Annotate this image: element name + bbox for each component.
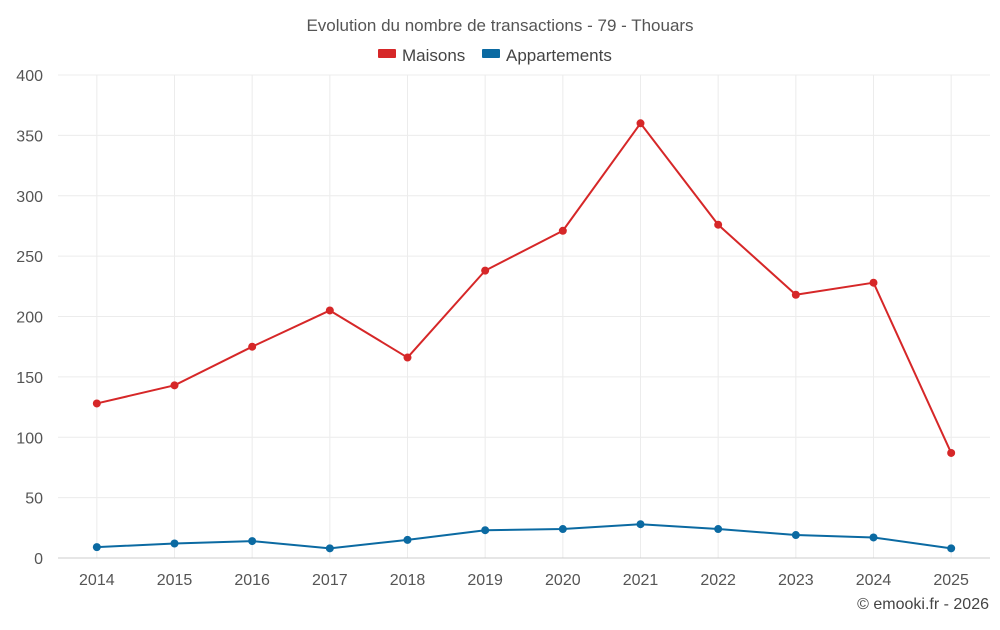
x-tick-label: 2019 [467, 572, 503, 589]
data-point-maisons[interactable] [481, 266, 490, 275]
legend-label-appartements: Appartements [506, 46, 612, 65]
series-line-appartements [96, 523, 952, 550]
y-tick-label: 300 [16, 189, 43, 206]
data-point-appartements[interactable] [791, 531, 800, 540]
data-point-appartements[interactable] [558, 525, 567, 534]
series-line-maisons [96, 122, 953, 454]
data-point-appartements[interactable] [636, 520, 645, 529]
chart-title: Evolution du nombre de transactions - 79… [306, 16, 693, 35]
series-appartements [92, 520, 956, 553]
data-point-maisons[interactable] [714, 220, 723, 229]
data-point-maisons[interactable] [403, 353, 412, 362]
data-point-maisons[interactable] [92, 399, 101, 408]
y-tick-label: 150 [16, 370, 43, 387]
axes: 0 50 100 150 200 250 300 350 400 2014 2015 2016 2017… [16, 68, 990, 589]
credit-text: © emooki.fr - 2026 [857, 596, 989, 613]
data-point-appartements[interactable] [869, 533, 878, 542]
x-tick-label: 2023 [778, 572, 814, 589]
legend-swatch-appartements [482, 49, 500, 58]
y-tick-label: 200 [16, 310, 43, 327]
legend-label-maisons: Maisons [402, 46, 465, 65]
data-point-appartements[interactable] [714, 525, 723, 534]
y-tick-label: 50 [25, 491, 43, 508]
y-tick-label: 250 [16, 249, 43, 266]
series-maisons [92, 119, 956, 457]
data-point-appartements[interactable] [403, 535, 412, 544]
data-point-appartements[interactable] [947, 544, 956, 553]
x-tick-label: 2021 [623, 572, 659, 589]
data-point-maisons[interactable] [325, 306, 334, 315]
x-tick-label: 2015 [157, 572, 193, 589]
legend-item-appartements[interactable]: Appartements [482, 46, 612, 65]
x-tick-label: 2025 [933, 572, 969, 589]
legend: Maisons Appartements [378, 46, 612, 65]
x-tick-label: 2014 [79, 572, 115, 589]
data-point-maisons[interactable] [558, 226, 567, 235]
data-point-maisons[interactable] [636, 119, 645, 128]
data-point-maisons[interactable] [947, 448, 956, 457]
y-tick-label: 100 [16, 430, 43, 447]
data-point-appartements[interactable] [92, 543, 101, 552]
y-tick-label: 350 [16, 128, 43, 145]
x-tick-label: 2024 [856, 572, 892, 589]
data-point-appartements[interactable] [170, 539, 179, 548]
legend-item-maisons[interactable]: Maisons [378, 46, 465, 65]
data-point-maisons[interactable] [869, 278, 878, 287]
data-point-maisons[interactable] [170, 381, 179, 390]
y-tick-label: 0 [34, 551, 43, 568]
y-tick-label: 400 [16, 68, 43, 85]
x-tick-label: 2020 [545, 572, 581, 589]
data-point-appartements[interactable] [481, 526, 490, 535]
x-tick-label: 2018 [390, 572, 426, 589]
x-tick-label: 2016 [234, 572, 270, 589]
data-point-maisons[interactable] [248, 342, 257, 351]
legend-swatch-maisons [378, 49, 396, 58]
data-point-maisons[interactable] [791, 290, 800, 299]
data-point-appartements[interactable] [248, 537, 257, 546]
grid [58, 74, 990, 558]
data-point-appartements[interactable] [325, 544, 334, 553]
x-tick-label: 2017 [312, 572, 348, 589]
series [92, 119, 956, 553]
x-tick-label: 2022 [700, 572, 736, 589]
